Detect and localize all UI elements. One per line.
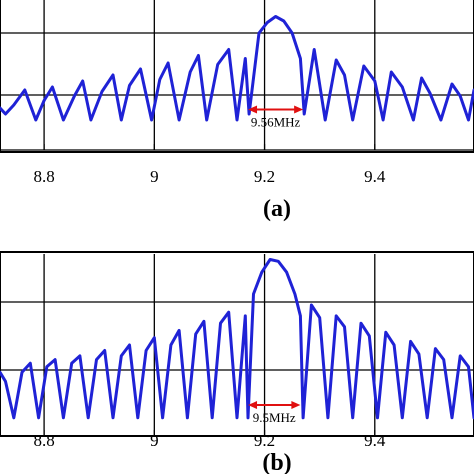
x-tick-label: 9.2 bbox=[254, 431, 275, 450]
grid bbox=[0, 0, 474, 151]
x-tick-label: 8.8 bbox=[33, 167, 54, 186]
x-tick-label: 9.4 bbox=[364, 167, 386, 186]
annotation-layer: 9.5MHz bbox=[248, 401, 301, 425]
series-layer bbox=[0, 15, 474, 122]
panel-a: 9.56MHz 8.8 9 9.2 9.4 (a) bbox=[0, 0, 474, 222]
series-layer bbox=[0, 258, 474, 420]
x-tick-label: 9 bbox=[150, 431, 159, 450]
panel-label: (a) bbox=[263, 196, 291, 222]
annotation-label: 9.5MHz bbox=[253, 410, 296, 425]
x-ticks bbox=[43, 430, 376, 436]
x-tick-labels: 8.8 9 9.2 9.4 bbox=[33, 431, 385, 450]
annotation-arrow-head-left bbox=[248, 105, 258, 114]
annotation-arrow-head-right bbox=[294, 105, 304, 114]
x-tick-label: 9.2 bbox=[254, 167, 275, 186]
x-tick-label: 9 bbox=[150, 167, 159, 186]
annotation-arrow-head-left bbox=[248, 401, 258, 410]
x-ticks bbox=[43, 144, 376, 150]
annotation-arrow-head-right bbox=[291, 401, 301, 410]
plot-frame bbox=[0, 0, 474, 153]
x-tick-label: 8.8 bbox=[33, 431, 54, 450]
annotation-layer: 9.56MHz bbox=[248, 105, 304, 130]
x-tick-labels: 8.8 9 9.2 9.4 bbox=[33, 167, 385, 186]
panel-b: 9.5MHz 8.8 9 9.2 9.4 (b) bbox=[0, 251, 474, 474]
series-line bbox=[0, 15, 474, 122]
series-line bbox=[0, 258, 474, 420]
panel-label: (b) bbox=[262, 450, 291, 474]
x-tick-label: 9.4 bbox=[364, 431, 386, 450]
annotation-label: 9.56MHz bbox=[251, 115, 301, 130]
